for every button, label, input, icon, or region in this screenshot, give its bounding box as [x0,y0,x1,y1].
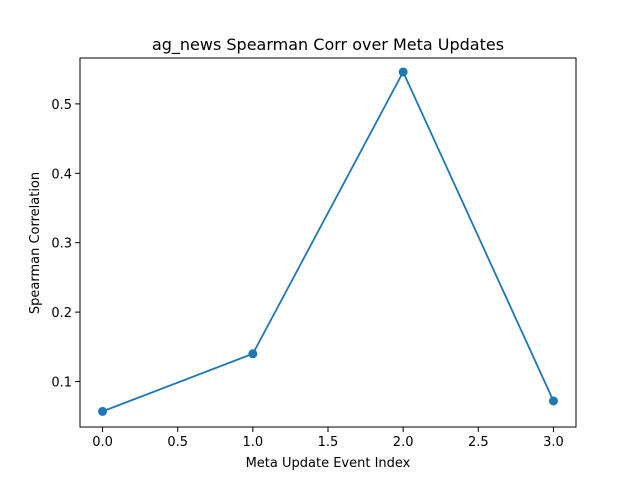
y-tick-label: 0.2 [51,306,72,321]
x-tick-label: 1.0 [243,435,264,450]
x-tick-label: 2.5 [468,435,489,450]
x-tick-label: 0.5 [167,435,188,450]
plot-area: 0.0 0.5 1.0 1.5 2.0 2.5 3.0 0.1 0.2 0.3 0.4 0.5 [51,57,577,450]
data-point [398,67,408,77]
x-tick-label: 3.0 [543,435,564,450]
y-tick-label: 0.1 [51,376,72,391]
x-axis-label: Meta Update Event Index [246,456,411,471]
y-axis-label: Spearman Correlation [28,172,43,314]
chart-title: ag_news Spearman Corr over Meta Updates [152,35,504,55]
x-tick-label: 0.0 [92,435,113,450]
data-point [548,396,558,406]
y-tick-label: 0.3 [51,237,72,252]
data-point [248,349,258,359]
y-tick-label: 0.4 [51,167,72,182]
series-line [102,71,555,413]
data-point [98,406,108,416]
x-tick-label: 2.0 [393,435,414,450]
y-tick-label: 0.5 [51,98,72,113]
x-tick-label: 1.5 [318,435,339,450]
